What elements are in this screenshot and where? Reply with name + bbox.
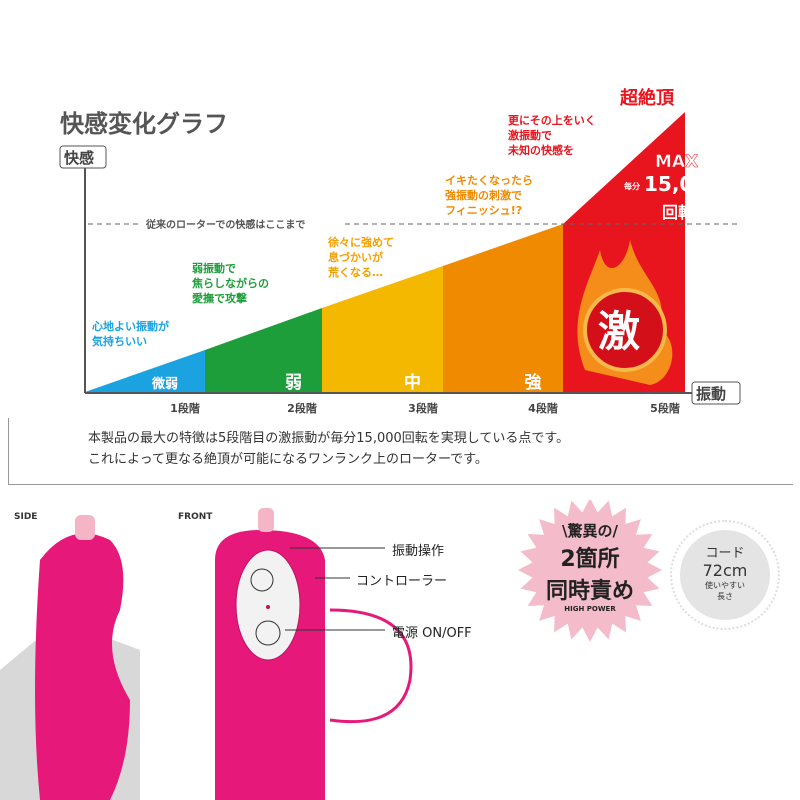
flame-icon xyxy=(577,240,673,385)
badge-line3: 同時責め xyxy=(545,579,634,604)
annotation-line: 更にその上をいく xyxy=(508,113,596,127)
annotation-line: 徐々に強めて xyxy=(327,235,394,249)
front-tip xyxy=(258,508,274,532)
x-tick-label: 3段階 xyxy=(408,401,438,415)
x-tick-label: 1段階 xyxy=(170,401,200,415)
segment-3 xyxy=(322,266,443,392)
segment-2 xyxy=(205,308,322,392)
segment-label: 強 xyxy=(525,372,542,393)
segment-label: 中 xyxy=(404,372,421,393)
segment-1 xyxy=(85,350,205,392)
product-photo xyxy=(0,500,662,800)
side-view-controller xyxy=(35,533,130,800)
y-axis-label-box xyxy=(59,145,107,169)
badge-sub: HIGH POWER xyxy=(564,605,616,613)
annotation-line: 焦らしながらの xyxy=(191,276,269,290)
x-tick-label: 2段階 xyxy=(287,401,317,415)
segment-4 xyxy=(443,224,563,392)
cord-length-badge: コード 72cm 使いやすい 長さ xyxy=(670,520,780,630)
annotation-line: 激振動で xyxy=(508,128,552,142)
cord-line1: コード xyxy=(705,546,745,561)
max-unit: 回転 xyxy=(662,203,694,222)
description-line: これによって更なる絶頂が可能になるワンランク上のローターです。 xyxy=(88,452,488,467)
annotation-line: フィニッシュ!? xyxy=(445,204,522,217)
burst-badge xyxy=(518,500,662,642)
badge-text: \驚異の/ 2箇所 同時責め HIGH POWER xyxy=(520,520,660,613)
side-label: SIDE xyxy=(14,512,38,522)
side-tip xyxy=(75,515,95,540)
max-prefix: 毎分 xyxy=(624,181,640,191)
max-value: 15,000 xyxy=(644,172,721,196)
segment-label: 微弱 xyxy=(151,376,178,392)
cord xyxy=(329,608,413,724)
callout-controller: コントローラー xyxy=(356,574,448,589)
description: 本製品の最大の特徴は5段階目の激振動が毎分15,000回転を実現している点です。… xyxy=(88,428,569,470)
annotation-line: 強振動の刺激で xyxy=(445,188,522,202)
x-tick-label: 4段階 xyxy=(528,401,558,415)
description-line: 本製品の最大の特徴は5段階目の激振動が毎分15,000回転を実現している点です。 xyxy=(88,431,570,446)
annotation-line: 気持ちいい xyxy=(92,334,147,348)
extreme-label: 激 xyxy=(598,307,640,356)
front-label: FRONT xyxy=(178,512,213,522)
x-axis-label: 振動 xyxy=(696,385,726,403)
vibration-button[interactable] xyxy=(250,568,274,592)
x-axis-label-box xyxy=(691,381,741,405)
pleasure-chart: 快感変化グラフ 微弱 弱 中 強 快感 振動 従来のローターでの快感はここまで 1段階… xyxy=(59,87,741,415)
annotation-line: 心地よい振動が xyxy=(92,319,169,333)
peak-label: 超絶頂 xyxy=(620,87,675,109)
indicator-led xyxy=(266,605,270,609)
y-axis-label: 快感 xyxy=(64,149,94,167)
max-label: MAX xyxy=(655,152,698,172)
callout-power: 電源 ON/OFF xyxy=(392,626,472,641)
reference-line-label: 従来のローターでの快感はここまで xyxy=(145,218,305,231)
annotation-line: 荒くなる… xyxy=(327,265,383,279)
x-tick-label: 5段階 xyxy=(650,401,680,415)
annotation-line: 愛撫で攻撃 xyxy=(192,291,247,305)
cord-line2: 72cm xyxy=(702,561,748,580)
badge-line2: 2箇所 xyxy=(560,547,620,572)
annotation-line: 未知の快感を xyxy=(507,143,574,157)
chart-title: 快感変化グラフ xyxy=(60,110,228,138)
annotation-line: 息づかいが xyxy=(328,250,383,264)
power-button[interactable] xyxy=(255,620,281,646)
description-frame xyxy=(8,418,793,485)
annotation-line: イキたくなったら xyxy=(445,174,533,187)
segment-label: 弱 xyxy=(285,373,302,393)
annotation-line: 弱振動で xyxy=(192,261,236,275)
cord-line3: 使いやすい xyxy=(705,581,745,590)
cord-line4: 長さ xyxy=(717,592,733,601)
badge-line1: \驚異の/ xyxy=(562,522,618,540)
callout-vibration: 振動操作 xyxy=(392,544,445,559)
